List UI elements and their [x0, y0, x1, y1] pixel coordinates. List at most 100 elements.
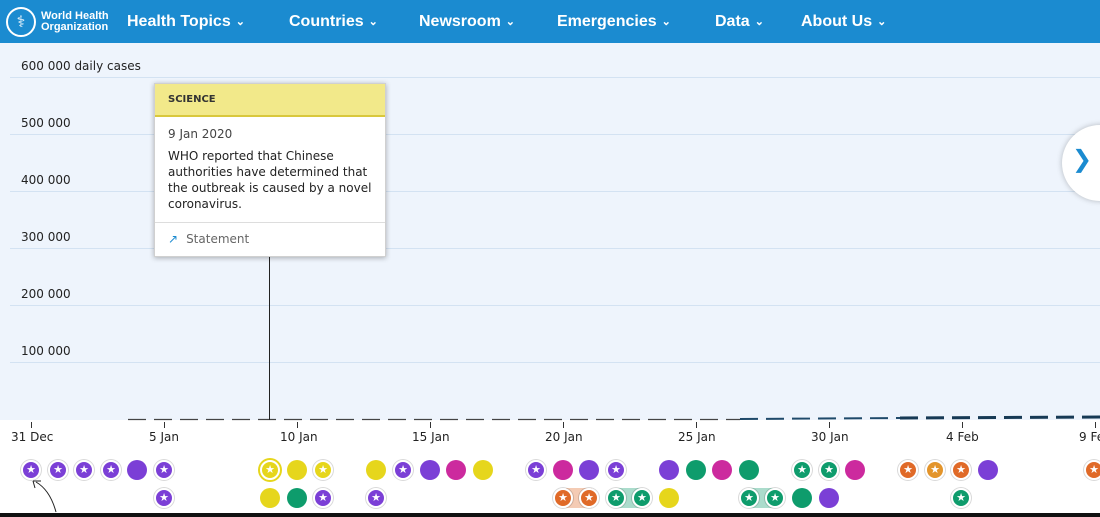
star-icon: ★	[318, 463, 328, 476]
event-marker[interactable]	[686, 460, 706, 480]
who-emblem-icon: ⚕	[6, 6, 36, 37]
nav-health-topics[interactable]: Health Topics ⌄	[127, 12, 245, 30]
event-marker-star[interactable]: ★	[154, 488, 174, 508]
event-marker[interactable]	[739, 460, 759, 480]
chevron-right-icon: ❯	[1072, 145, 1093, 173]
top-navigation: ⚕ World Health Organization Health Topic…	[0, 0, 1100, 43]
star-icon: ★	[611, 491, 621, 504]
event-marker[interactable]	[579, 460, 599, 480]
event-marker-star[interactable]: ★	[792, 460, 812, 480]
event-marker[interactable]	[446, 460, 466, 480]
nav-countries[interactable]: Countries ⌄	[289, 12, 378, 30]
event-marker-star[interactable]: ★	[925, 460, 945, 480]
event-marker[interactable]	[260, 488, 280, 508]
event-marker-star[interactable]: ★	[819, 460, 839, 480]
event-marker[interactable]	[366, 460, 386, 480]
event-marker[interactable]	[978, 460, 998, 480]
star-icon: ★	[398, 463, 408, 476]
tooltip-category: SCIENCE	[155, 84, 385, 117]
event-marker[interactable]	[127, 460, 147, 480]
event-marker-star[interactable]: ★	[74, 460, 94, 480]
event-marker[interactable]	[473, 460, 493, 480]
y-axis-label: 200 000	[21, 287, 71, 301]
event-marker-star[interactable]: ★	[313, 460, 333, 480]
who-logo[interactable]: ⚕ World Health Organization	[6, 6, 109, 37]
gridline	[10, 77, 1100, 78]
event-marker-star[interactable]: ★	[48, 460, 68, 480]
star-icon: ★	[26, 463, 36, 476]
x-tick	[696, 422, 697, 428]
y-axis-label: 400 000	[21, 173, 71, 187]
star-icon: ★	[53, 463, 63, 476]
statement-link[interactable]: ↗ Statement	[168, 232, 250, 246]
event-marker-star[interactable]: ★	[101, 460, 121, 480]
event-marker[interactable]	[819, 488, 839, 508]
gridline	[10, 191, 1100, 192]
event-marker-star[interactable]: ★	[951, 488, 971, 508]
event-marker[interactable]	[287, 488, 307, 508]
x-axis-label: 5 Jan	[149, 430, 179, 444]
star-icon: ★	[265, 463, 275, 476]
star-icon: ★	[770, 491, 780, 504]
event-marker[interactable]	[792, 488, 812, 508]
event-marker-star[interactable]: ★	[606, 460, 626, 480]
x-axis-label: 31 Dec	[11, 430, 54, 444]
x-axis-label: 25 Jan	[678, 430, 716, 444]
star-icon: ★	[106, 463, 116, 476]
curved-arrow-icon	[32, 480, 57, 513]
event-marker[interactable]	[712, 460, 732, 480]
x-axis-label: 20 Jan	[545, 430, 583, 444]
nav-about-us[interactable]: About Us ⌄	[801, 12, 887, 30]
event-marker-star[interactable]: ★	[553, 488, 573, 508]
event-marker-star[interactable]: ★	[393, 460, 413, 480]
star-icon: ★	[318, 491, 328, 504]
chevron-down-icon: ⌄	[877, 16, 887, 28]
event-marker[interactable]	[553, 460, 573, 480]
chevron-down-icon: ⌄	[368, 16, 378, 28]
logo-text: World Health Organization	[41, 9, 109, 33]
event-marker[interactable]	[845, 460, 865, 480]
event-marker-star[interactable]: ★	[313, 488, 333, 508]
x-axis-label: 30 Jan	[811, 430, 849, 444]
event-marker-star[interactable]: ★	[898, 460, 918, 480]
star-icon: ★	[744, 491, 754, 504]
cases-dashed-line	[128, 415, 1100, 421]
y-axis-label: 600 000 daily cases	[21, 59, 141, 73]
event-marker[interactable]	[420, 460, 440, 480]
x-tick	[962, 422, 963, 428]
event-marker-star[interactable]: ★	[579, 488, 599, 508]
star-icon: ★	[79, 463, 89, 476]
event-marker[interactable]	[287, 460, 307, 480]
event-marker-star[interactable]: ★	[951, 460, 971, 480]
y-axis-label: 100 000	[21, 344, 71, 358]
star-icon: ★	[797, 463, 807, 476]
event-marker-star[interactable]: ★	[765, 488, 785, 508]
event-marker-star[interactable]: ★	[606, 488, 626, 508]
x-axis-label: 4 Feb	[946, 430, 979, 444]
star-icon: ★	[637, 491, 647, 504]
x-axis-label: 10 Jan	[280, 430, 318, 444]
event-marker[interactable]	[659, 460, 679, 480]
y-axis-label: 500 000	[21, 116, 71, 130]
nav-newsroom[interactable]: Newsroom ⌄	[419, 12, 516, 30]
tooltip-text: WHO reported that Chinese authorities ha…	[168, 149, 372, 211]
event-marker-star[interactable]: ★	[154, 460, 174, 480]
event-marker-star[interactable]: ★	[632, 488, 652, 508]
star-icon: ★	[956, 491, 966, 504]
nav-emergencies[interactable]: Emergencies ⌄	[557, 12, 671, 30]
event-marker[interactable]	[659, 488, 679, 508]
event-marker-star[interactable]: ★	[526, 460, 546, 480]
chevron-down-icon: ⌄	[754, 16, 764, 28]
x-tick	[1095, 422, 1096, 428]
event-marker-selected[interactable]: ★	[260, 460, 280, 480]
event-marker-star[interactable]: ★	[21, 460, 41, 480]
event-marker-star[interactable]: ★	[366, 488, 386, 508]
event-marker-star[interactable]: ★	[739, 488, 759, 508]
event-marker-star[interactable]: ★	[1084, 460, 1100, 480]
event-tooltip: SCIENCE 9 Jan 2020 WHO reported that Chi…	[154, 83, 386, 257]
star-icon: ★	[531, 463, 541, 476]
gridline	[10, 134, 1100, 135]
x-tick	[829, 422, 830, 428]
star-icon: ★	[558, 491, 568, 504]
nav-data[interactable]: Data ⌄	[715, 12, 764, 30]
